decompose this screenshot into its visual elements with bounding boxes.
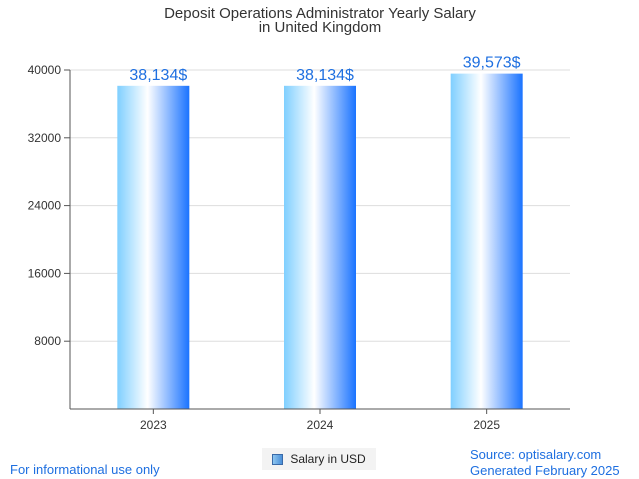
bar-2023 xyxy=(117,85,190,410)
legend-swatch xyxy=(272,453,284,465)
bar-2025 xyxy=(450,73,523,409)
data-label-2023: 38,134$ xyxy=(129,67,187,84)
x-tick-label: 2024 xyxy=(307,418,334,432)
chart-title-line-2: in United Kingdom xyxy=(259,19,382,36)
disclaimer-text: For informational use only xyxy=(10,462,160,477)
source-block: Source: optisalary.com Generated Februar… xyxy=(470,447,620,479)
data-label-2024: 38,134$ xyxy=(296,67,354,84)
bar-2024 xyxy=(284,85,356,410)
data-label-2025: 39,573$ xyxy=(463,55,521,72)
generated-text: Generated February 2025 xyxy=(470,463,620,478)
y-tick-label: 24000 xyxy=(28,199,62,213)
x-tick-label: 2023 xyxy=(140,418,167,432)
y-tick-label: 32000 xyxy=(28,131,62,145)
chart-title-line-1: Deposit Operations Administrator Yearly … xyxy=(164,5,476,22)
source-text: Source: optisalary.com xyxy=(470,447,602,462)
y-tick-label: 16000 xyxy=(28,266,62,280)
y-tick-label: 40000 xyxy=(28,63,62,77)
chart-legend: Salary in USD xyxy=(262,448,376,470)
legend-label: Salary in USD xyxy=(290,452,366,466)
x-tick-label: 2025 xyxy=(473,418,500,432)
y-tick-label: 8000 xyxy=(34,334,61,348)
